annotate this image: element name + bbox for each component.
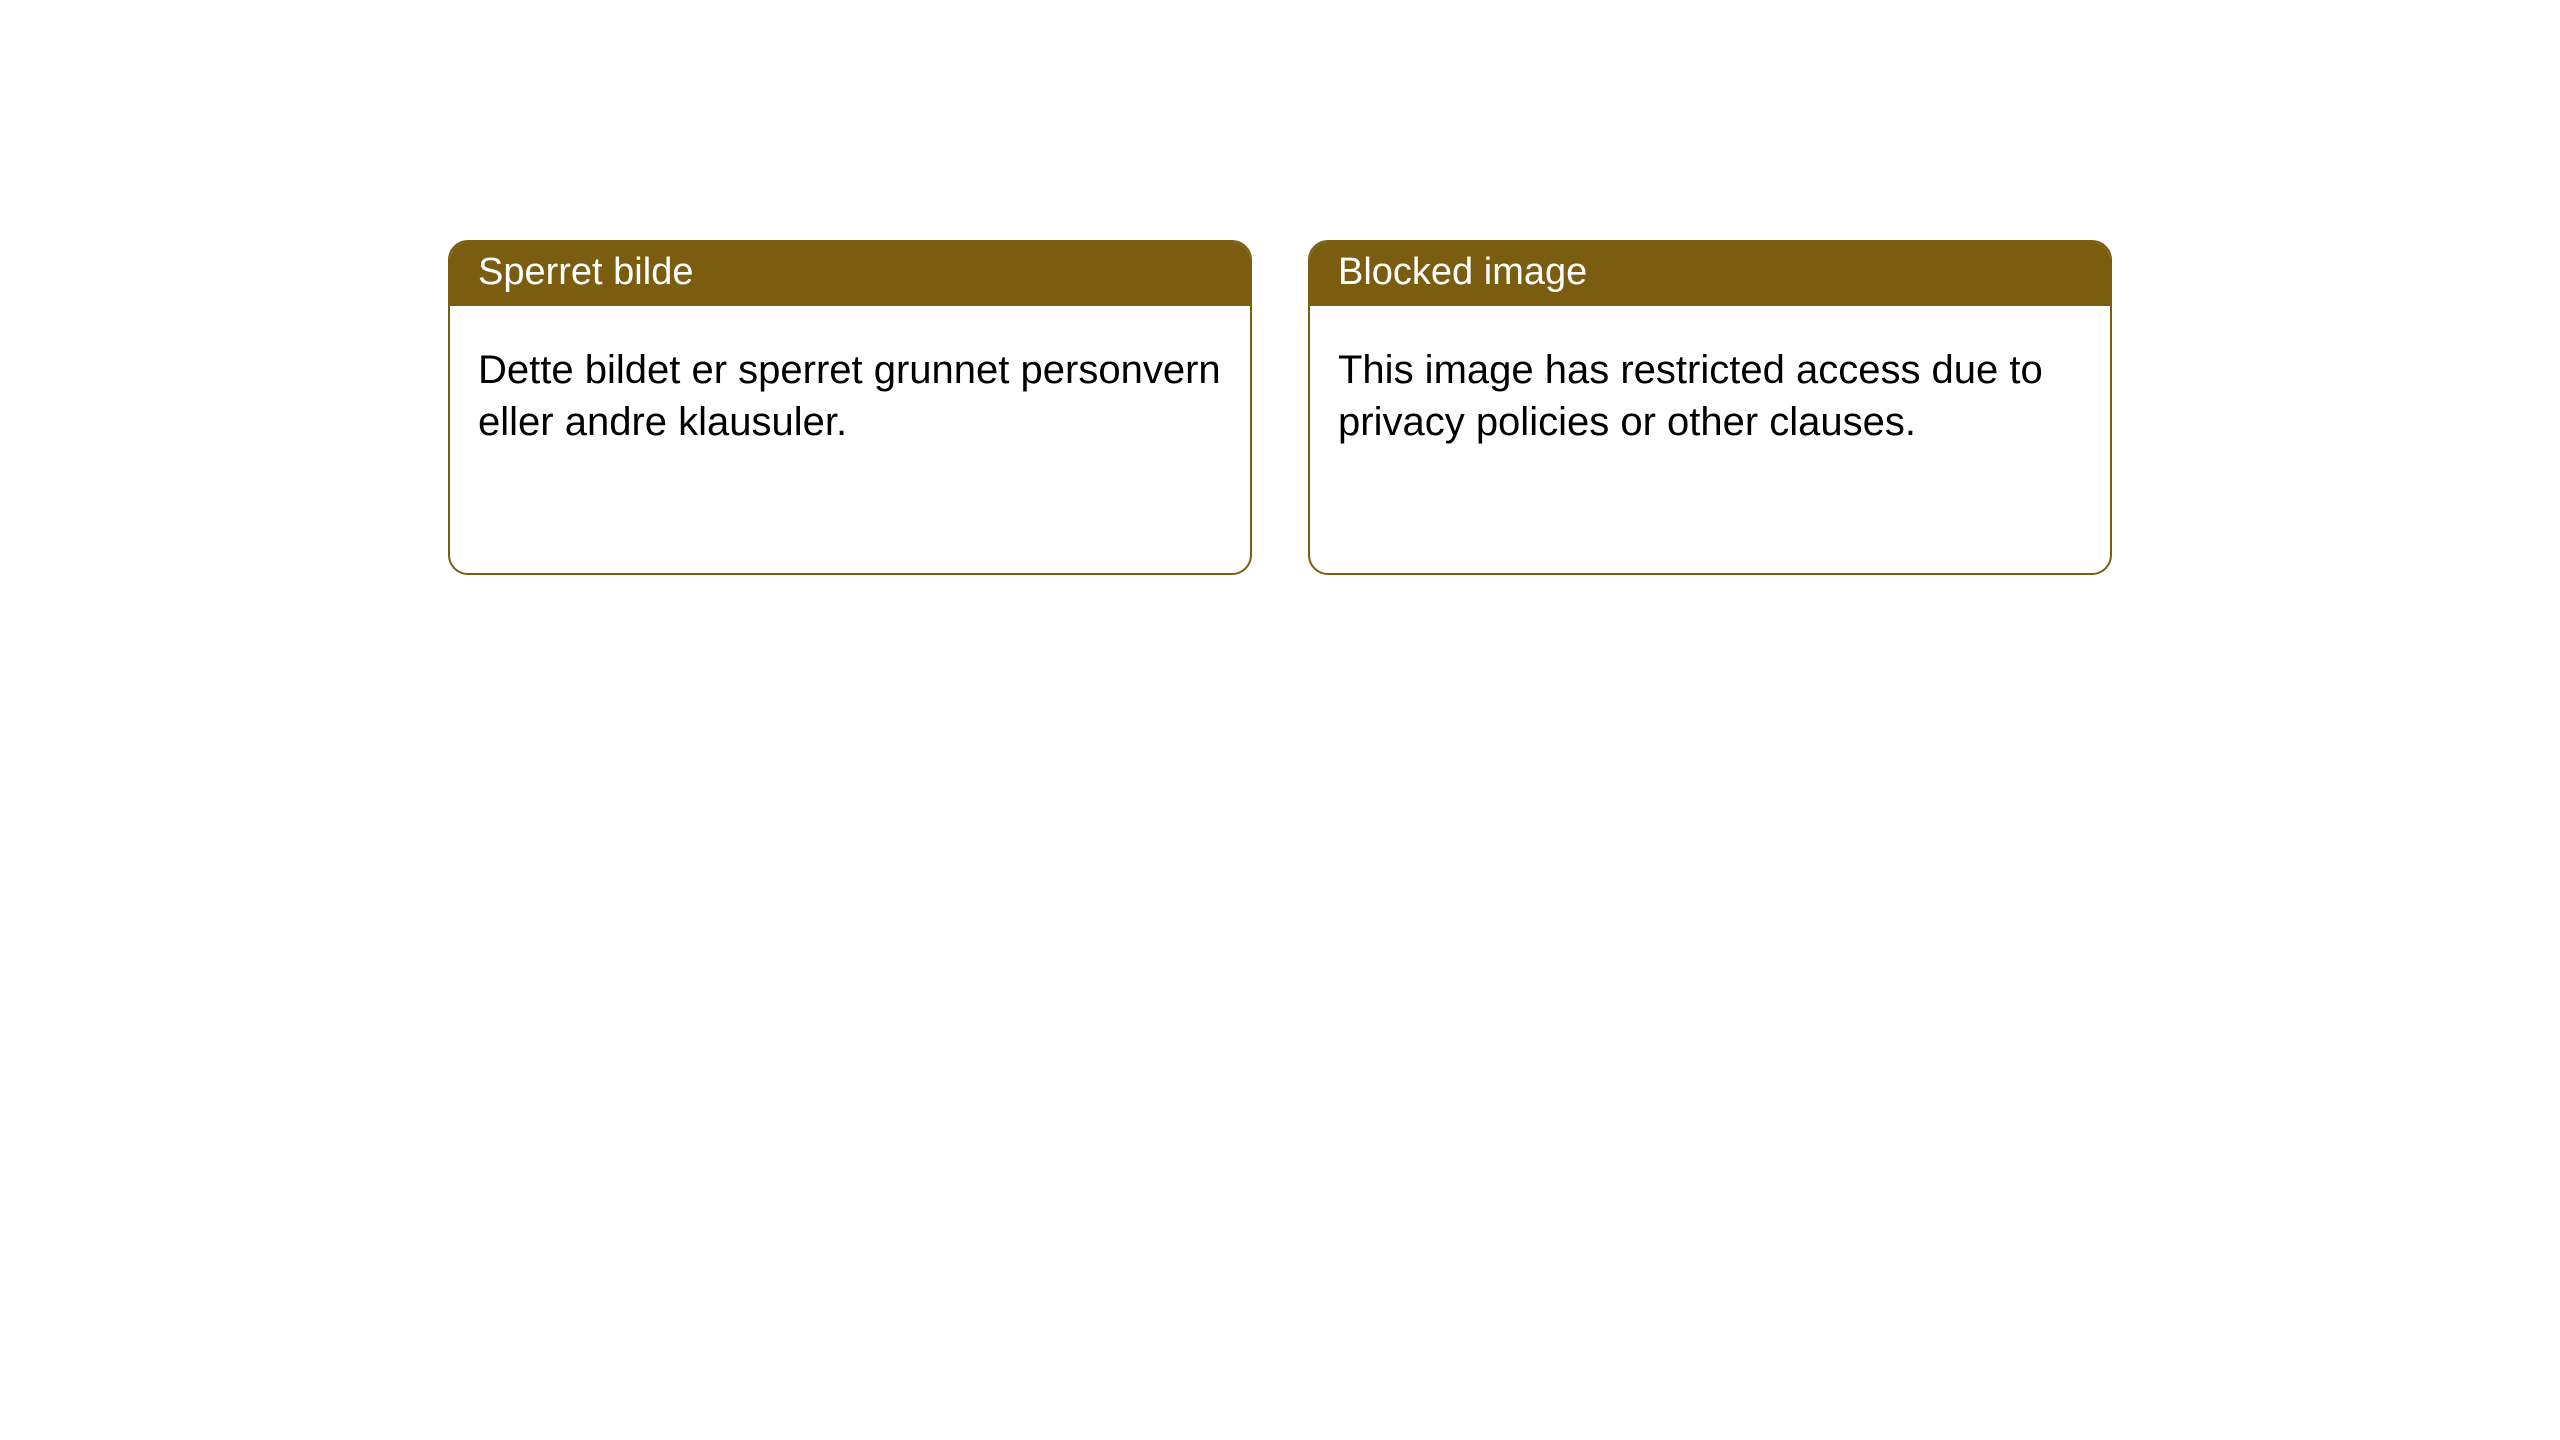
card-body: This image has restricted access due to … — [1310, 306, 2110, 476]
card-header: Blocked image — [1310, 242, 2110, 306]
notice-card-norwegian: Sperret bilde Dette bildet er sperret gr… — [448, 240, 1252, 575]
card-body-text: This image has restricted access due to … — [1338, 348, 2043, 444]
notice-cards-container: Sperret bilde Dette bildet er sperret gr… — [0, 0, 2560, 575]
notice-card-english: Blocked image This image has restricted … — [1308, 240, 2112, 575]
card-title: Blocked image — [1338, 251, 1587, 293]
card-body-text: Dette bildet er sperret grunnet personve… — [478, 348, 1221, 444]
card-header: Sperret bilde — [450, 242, 1250, 306]
card-title: Sperret bilde — [478, 251, 693, 293]
card-body: Dette bildet er sperret grunnet personve… — [450, 306, 1250, 476]
